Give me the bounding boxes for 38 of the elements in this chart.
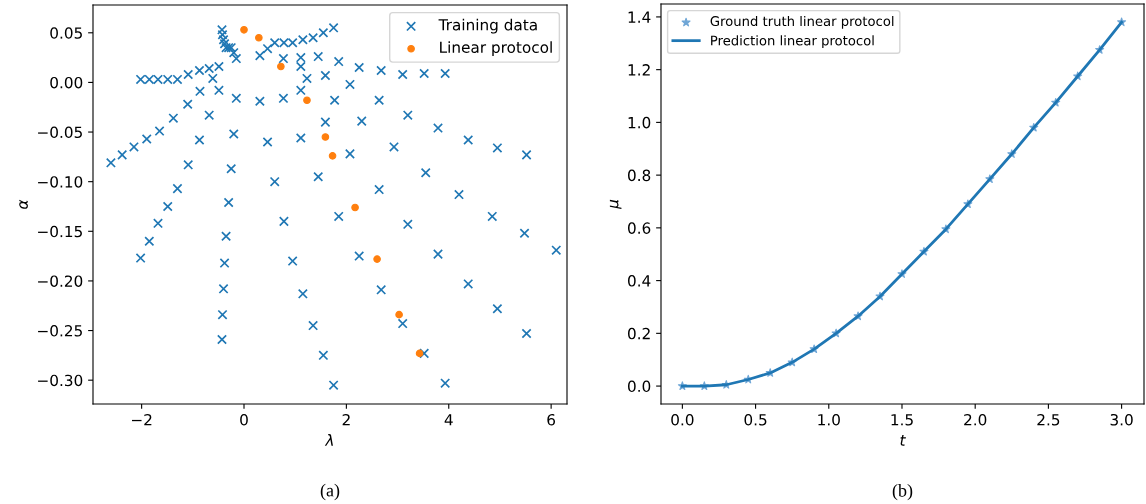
x-tick-label: 2.5 <box>1037 413 1060 426</box>
x-tick-label: 0.0 <box>671 413 694 426</box>
x-axis-title: λ <box>324 434 333 446</box>
x-tick-label: 1.0 <box>818 413 840 426</box>
y-tick-label: 1.0 <box>628 116 651 129</box>
y-tick-label: 0.8 <box>627 169 651 182</box>
y-tick-label: −0.10 <box>38 176 83 188</box>
x-tick-label: 6 <box>547 413 556 426</box>
y-tick-label: −0.25 <box>38 325 82 337</box>
x-tick-label: 2 <box>342 413 350 426</box>
y-tick-label: 0.2 <box>627 327 650 340</box>
x-tick-label: 2.0 <box>964 413 987 426</box>
y-tick-label: −0.15 <box>38 225 82 238</box>
x-tick-label: 1.5 <box>891 414 913 426</box>
x-tick-label: −2 <box>131 413 152 426</box>
y-axis-title: α <box>19 199 28 209</box>
y-axis-title: μ <box>609 199 622 210</box>
y-tick-label: 0.6 <box>627 222 651 234</box>
x-tick-label: 4 <box>444 414 453 426</box>
legend-label: Linear protocol <box>440 41 552 56</box>
y-tick-label: −0.30 <box>38 374 83 387</box>
x-tick-label: 0 <box>240 413 248 426</box>
x-tick-label: 0.5 <box>744 413 767 426</box>
text: (b) <box>892 484 913 501</box>
text: (a) <box>320 483 340 501</box>
legend-label: Training data <box>438 18 537 34</box>
legend-label: Prediction linear protocol <box>711 35 874 49</box>
legend-label: Ground truth linear protocol <box>710 15 894 29</box>
y-tick-label: 0.05 <box>50 27 82 39</box>
y-tick-label: 0.4 <box>627 275 651 287</box>
x-axis-title: t <box>900 434 906 446</box>
x-tick-label: 3.0 <box>1110 413 1133 426</box>
y-tick-label: 1.2 <box>628 64 650 76</box>
y-tick-label: 0.00 <box>50 76 83 89</box>
y-tick-label: 0.0 <box>627 380 651 393</box>
y-tick-label: 1.4 <box>628 11 651 23</box>
y-tick-label: −0.20 <box>38 275 83 287</box>
y-tick-label: −0.05 <box>38 126 82 139</box>
